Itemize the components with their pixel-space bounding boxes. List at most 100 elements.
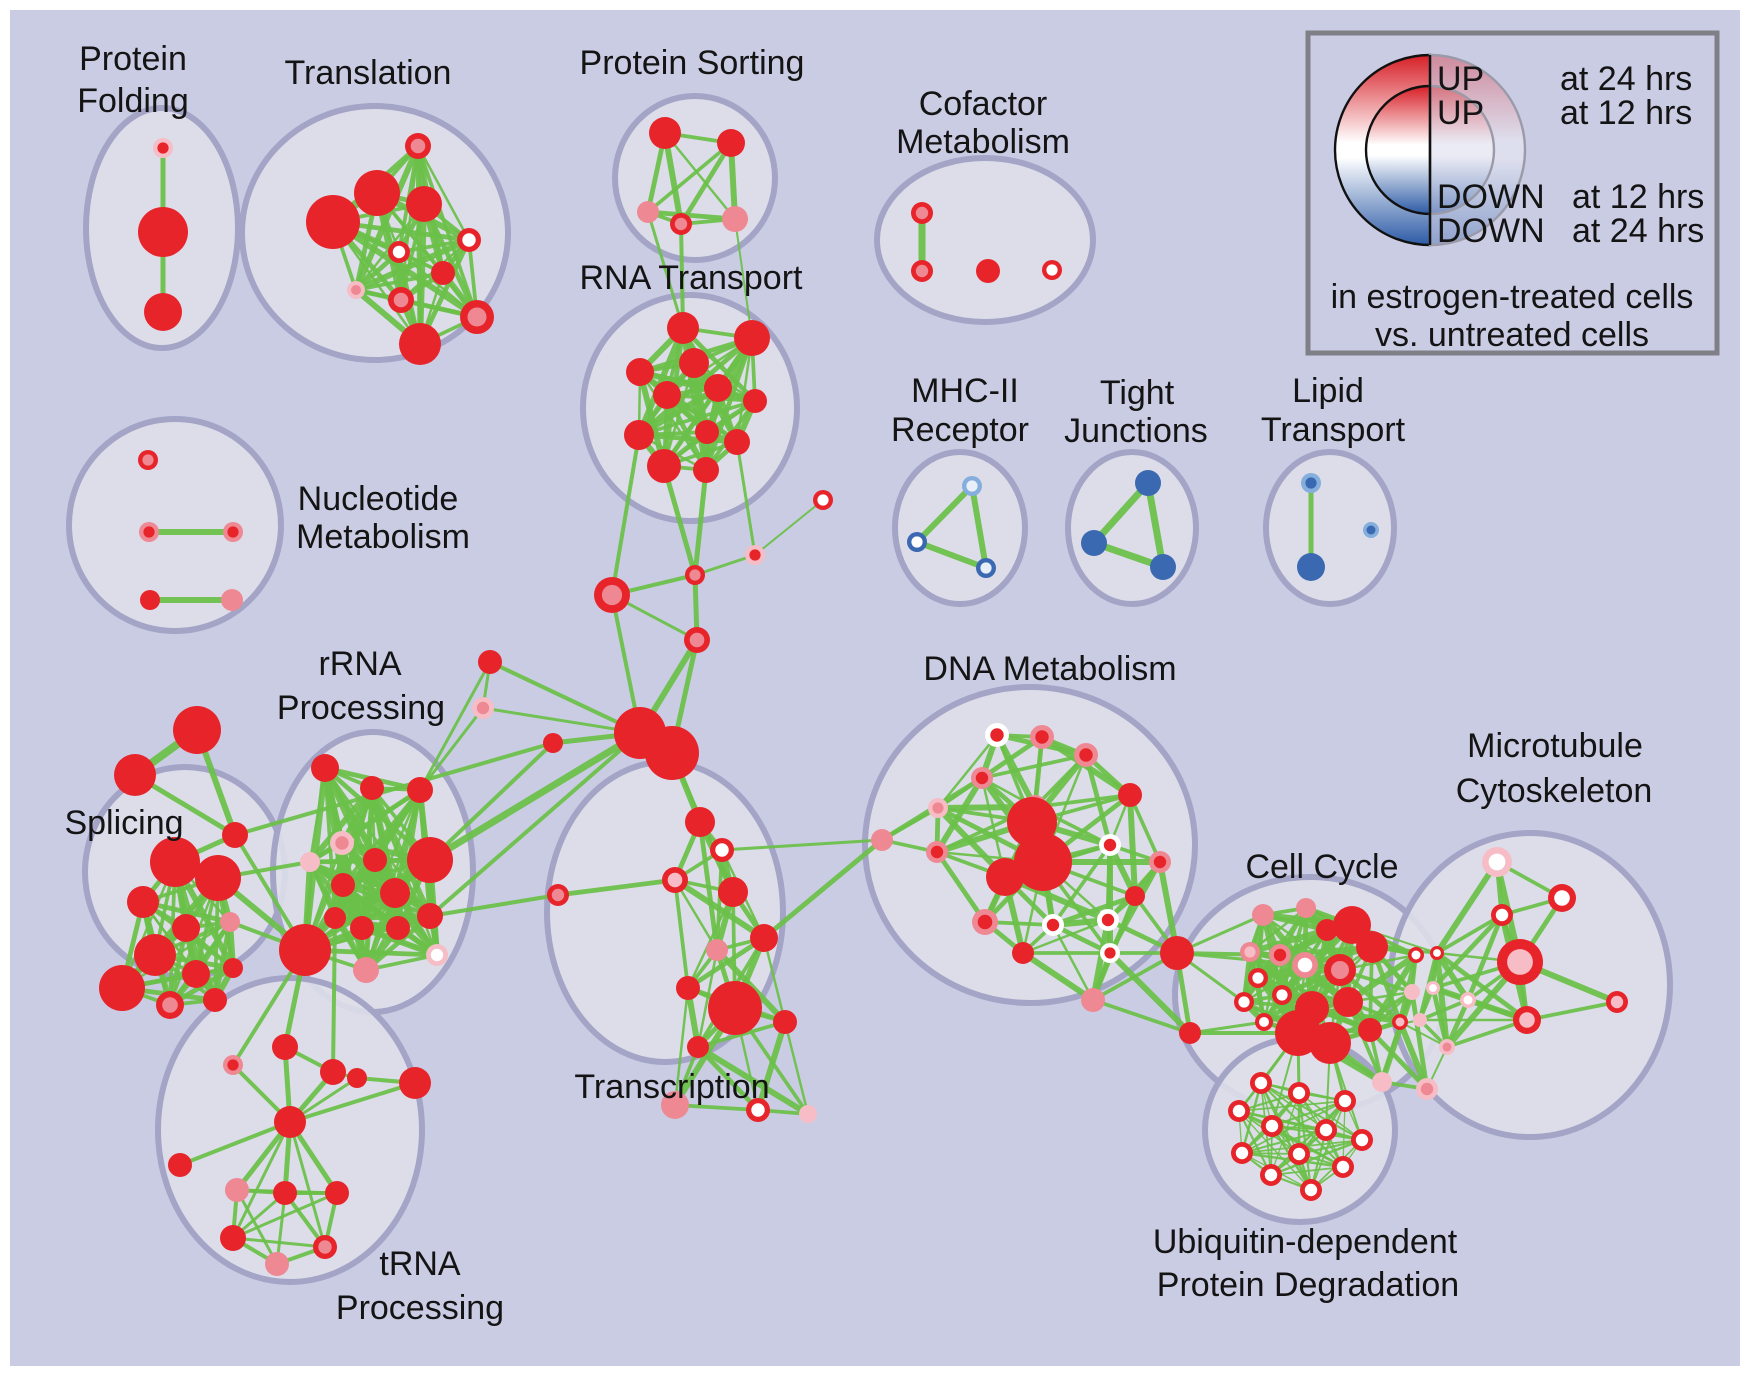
network-node bbox=[1261, 1115, 1283, 1137]
network-edge-transcription bbox=[696, 948, 719, 1049]
cluster-label-rrna-processing: Processing bbox=[277, 689, 445, 727]
network-node bbox=[1356, 931, 1388, 963]
node-core-12h bbox=[727, 211, 743, 227]
node-core-12h bbox=[1273, 948, 1287, 962]
node-core-12h bbox=[689, 632, 705, 648]
network-edge-cell-cycle bbox=[1367, 952, 1419, 1033]
network-edge-dna-metabolism bbox=[1128, 793, 1162, 864]
network-edge-protein-sorting bbox=[663, 131, 737, 221]
network-edge-microtubule-cytoskeleton bbox=[1430, 985, 1450, 1050]
node-core-12h bbox=[932, 802, 944, 814]
network-node bbox=[1125, 886, 1145, 906]
cluster-label-cofactor-metabolism: Metabolism bbox=[896, 123, 1070, 161]
network-node bbox=[1497, 939, 1543, 985]
cluster-ellipse-nucleotide-metabolism bbox=[66, 416, 284, 634]
node-core-12h bbox=[1238, 996, 1250, 1008]
node-core-12h bbox=[1610, 995, 1624, 1009]
node-core-12h bbox=[674, 217, 688, 231]
network-node bbox=[1081, 988, 1105, 1012]
network-edge-backbone bbox=[693, 553, 757, 577]
node-core-12h bbox=[134, 893, 152, 911]
network-edge-dna-metabolism bbox=[1127, 792, 1138, 899]
node-core-12h bbox=[1304, 1183, 1318, 1197]
network-node bbox=[331, 873, 355, 897]
node-core-12h bbox=[915, 206, 929, 220]
node-core-12h bbox=[719, 992, 751, 1024]
network-edge-cell-cycle bbox=[1409, 989, 1430, 1092]
network-node bbox=[1269, 944, 1291, 966]
network-node bbox=[1301, 473, 1321, 493]
network-node bbox=[354, 170, 400, 216]
network-node bbox=[140, 590, 160, 610]
network-edge-dna-metabolism bbox=[979, 734, 1045, 781]
network-edge-ubiquitin-degradation bbox=[1270, 1166, 1344, 1176]
network-node bbox=[274, 1106, 306, 1138]
network-node bbox=[99, 965, 145, 1011]
network-node bbox=[907, 532, 927, 552]
cluster-label-trna-processing: tRNA bbox=[379, 1245, 461, 1283]
network-edge-link bbox=[428, 741, 555, 862]
node-core-12h bbox=[336, 878, 350, 892]
network-edge-link bbox=[692, 467, 709, 578]
network-node bbox=[406, 186, 442, 222]
network-node bbox=[360, 776, 384, 800]
network-node bbox=[745, 545, 765, 565]
node-core-12h bbox=[227, 526, 239, 538]
node-core-12h bbox=[930, 845, 944, 859]
network-node bbox=[624, 420, 654, 450]
node-core-12h bbox=[142, 454, 154, 466]
node-core-12h bbox=[674, 319, 692, 337]
network-edge-rna-transport bbox=[665, 393, 739, 444]
network-node bbox=[1149, 851, 1171, 873]
node-core-12h bbox=[1488, 853, 1506, 871]
cluster-label-microtubule-cytoskeleton: Cytoskeleton bbox=[1456, 772, 1653, 810]
node-core-12h bbox=[990, 728, 1004, 742]
node-core-12h bbox=[483, 655, 497, 669]
node-core-12h bbox=[1411, 950, 1421, 960]
network-node bbox=[1252, 904, 1274, 926]
network-node bbox=[594, 577, 630, 613]
node-core-12h bbox=[281, 1113, 299, 1131]
network-node bbox=[1324, 954, 1356, 986]
network-edge-translation bbox=[354, 271, 445, 292]
network-node bbox=[1042, 260, 1062, 280]
node-core-12h bbox=[691, 813, 709, 831]
node-core-12h bbox=[1235, 1146, 1249, 1160]
node-core-12h bbox=[1155, 559, 1171, 575]
node-core-12h bbox=[817, 494, 829, 506]
network-node bbox=[1081, 530, 1107, 556]
node-core-12h bbox=[1338, 1094, 1352, 1108]
node-core-12h bbox=[689, 569, 701, 581]
network-edge-backbone bbox=[754, 499, 824, 556]
network-edge-translation bbox=[353, 237, 472, 293]
legend-caption: in estrogen-treated cells bbox=[1331, 278, 1694, 316]
cluster-label-protein-folding: Protein bbox=[79, 40, 187, 78]
node-core-12h bbox=[601, 584, 623, 606]
network-edge-link bbox=[735, 440, 757, 557]
node-core-12h bbox=[328, 911, 342, 925]
node-core-12h bbox=[412, 782, 428, 798]
node-core-12h bbox=[317, 760, 333, 776]
node-core-12h bbox=[1086, 535, 1102, 551]
network-edge-link bbox=[646, 210, 685, 330]
network-node bbox=[667, 312, 699, 344]
network-node bbox=[225, 1178, 249, 1202]
node-core-12h bbox=[205, 865, 231, 891]
node-core-12h bbox=[1104, 947, 1116, 959]
node-core-12h bbox=[1429, 984, 1437, 992]
network-node bbox=[1482, 847, 1512, 877]
network-node bbox=[380, 878, 410, 908]
node-core-12h bbox=[691, 1040, 705, 1054]
network-edge-link bbox=[428, 731, 642, 918]
network-node bbox=[195, 855, 241, 901]
node-core-12h bbox=[1303, 559, 1319, 575]
network-node bbox=[153, 138, 173, 158]
network-node bbox=[320, 1059, 346, 1085]
node-core-12h bbox=[975, 771, 989, 785]
node-core-12h bbox=[430, 948, 444, 962]
network-node bbox=[1358, 1018, 1382, 1042]
network-node bbox=[353, 957, 379, 983]
node-core-12h bbox=[1331, 961, 1349, 979]
network-node bbox=[1548, 884, 1576, 912]
